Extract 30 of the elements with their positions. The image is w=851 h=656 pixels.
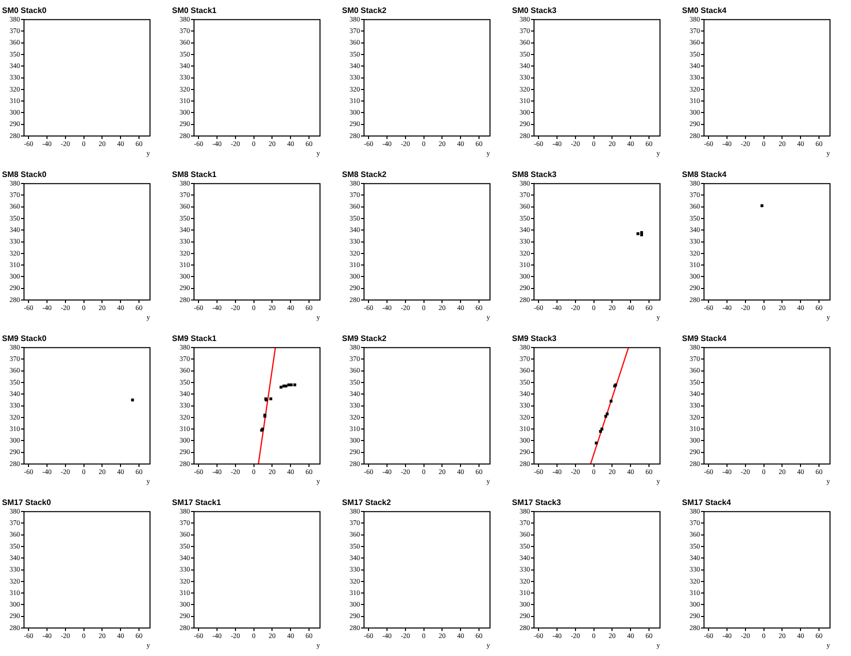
point [280,386,282,389]
point [594,442,598,444]
point [599,430,602,433]
point [606,412,609,416]
point [290,383,293,386]
chart-title: SM17 Stack1 [172,498,222,508]
chart-title: SM8 Stack2 [342,170,388,180]
chart-title: SM17 Stack0 [2,498,52,508]
point [600,428,604,430]
chart-title: SM17 Stack3 [512,498,562,508]
chart-title: SM0 Stack0 [2,6,48,16]
chart-title: SM9 Stack2 [342,334,388,344]
chart-title: SM9 Stack0 [2,334,48,344]
chart-title: SM9 Stack4 [682,334,728,344]
chart-title: SM0 Stack1 [172,6,218,16]
chart-title: SM17 Stack4 [682,498,732,508]
chart-title: SM0 Stack2 [342,6,388,16]
point [293,383,296,386]
chart-title: SM8 Stack1 [172,170,218,180]
chart-title: SM9 Stack3 [512,334,558,344]
chart-title: SM9 Stack1 [172,334,218,344]
chart-title: SM8 Stack4 [682,170,728,180]
point [284,384,288,388]
chart-title: SM0 Stack4 [682,6,728,16]
chart-title: SM0 Stack3 [512,6,558,16]
chart-title: SM17 Stack2 [342,498,392,508]
point [610,400,612,403]
point [287,383,290,386]
chart-title: SM8 Stack0 [2,170,48,180]
chart-title: SM8 Stack3 [512,170,558,180]
